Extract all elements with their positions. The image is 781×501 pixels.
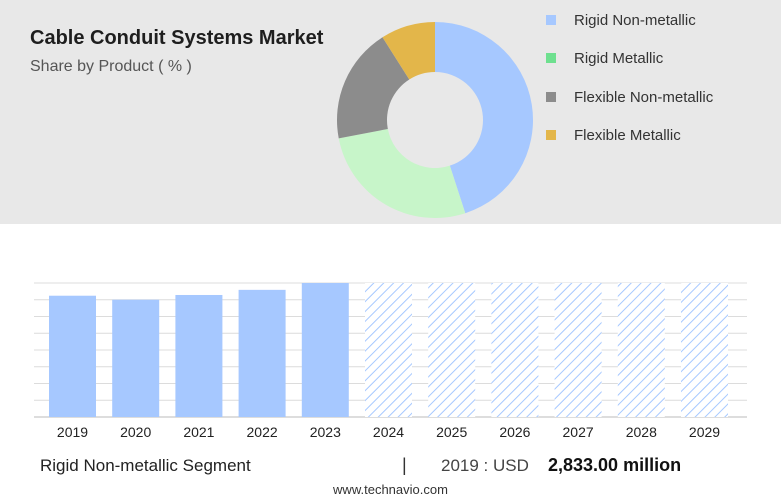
- donut-slice-rigid-non-metallic: [435, 22, 533, 214]
- x-tick-label: 2019: [57, 424, 88, 440]
- legend-label: Rigid Non-metallic: [574, 11, 696, 29]
- x-tick-label: 2023: [310, 424, 341, 440]
- x-tick-label: 2020: [120, 424, 151, 440]
- source-url: www.technavio.com: [333, 482, 448, 497]
- bar-2020: [112, 299, 160, 417]
- chart-title: Cable Conduit Systems Market: [30, 27, 324, 49]
- legend-swatch: [546, 53, 556, 63]
- x-tick-label: 2022: [247, 424, 278, 440]
- donut-slice-rigid-metallic: [338, 128, 466, 218]
- legend-swatch: [546, 130, 556, 140]
- x-tick-label: 2029: [689, 424, 720, 440]
- legend-item-rigid-metallic: Rigid Metallic: [546, 48, 663, 68]
- legend-label: Rigid Metallic: [574, 49, 664, 67]
- forecast-bar-2028: [617, 283, 665, 417]
- forecast-bar-2027: [554, 283, 602, 417]
- footer-value: 2,833.00 million: [548, 455, 682, 475]
- footer-segment-label: Rigid Non-metallic Segment: [40, 456, 251, 475]
- x-tick-label: 2026: [499, 424, 530, 440]
- bar-2023: [301, 283, 349, 417]
- legend-swatch: [546, 15, 556, 25]
- bar-2019: [49, 295, 96, 417]
- footer-year-label: 2019 : USD: [441, 456, 529, 475]
- x-tick-label: 2025: [436, 424, 467, 440]
- legend-item-flexible-metallic: Flexible Metallic: [546, 125, 681, 145]
- donut-slice-flexible-metallic: [382, 22, 435, 80]
- bar-chart: 2019 2020 2021 2022 2023 2024 2025 2026 2027 2028…: [34, 282, 747, 440]
- legend-label: Flexible Metallic: [574, 126, 681, 144]
- forecast-bar-2024: [365, 283, 412, 417]
- donut-chart: [337, 22, 533, 218]
- x-tick-label: 2024: [373, 424, 404, 440]
- chart-subtitle: Share by Product ( % ): [30, 58, 192, 75]
- donut-slice-flexible-non-metallic: [337, 37, 410, 139]
- forecast-bar-2029: [681, 283, 728, 417]
- legend-item-rigid-non-metallic: Rigid Non-metallic: [546, 10, 696, 30]
- legend-swatch: [546, 92, 556, 102]
- x-tick-label: 2021: [183, 424, 214, 440]
- legend-item-flexible-non-metallic: Flexible Non-metallic: [546, 87, 713, 107]
- legend-label: Flexible Non-metallic: [574, 88, 714, 106]
- bar-2022: [238, 289, 286, 417]
- bar-2021: [175, 294, 223, 417]
- forecast-bar-2025: [428, 283, 476, 417]
- forecast-bar-2026: [491, 283, 539, 417]
- footer-divider: |: [402, 455, 407, 475]
- x-tick-label: 2028: [626, 424, 657, 440]
- x-tick-label: 2027: [563, 424, 594, 440]
